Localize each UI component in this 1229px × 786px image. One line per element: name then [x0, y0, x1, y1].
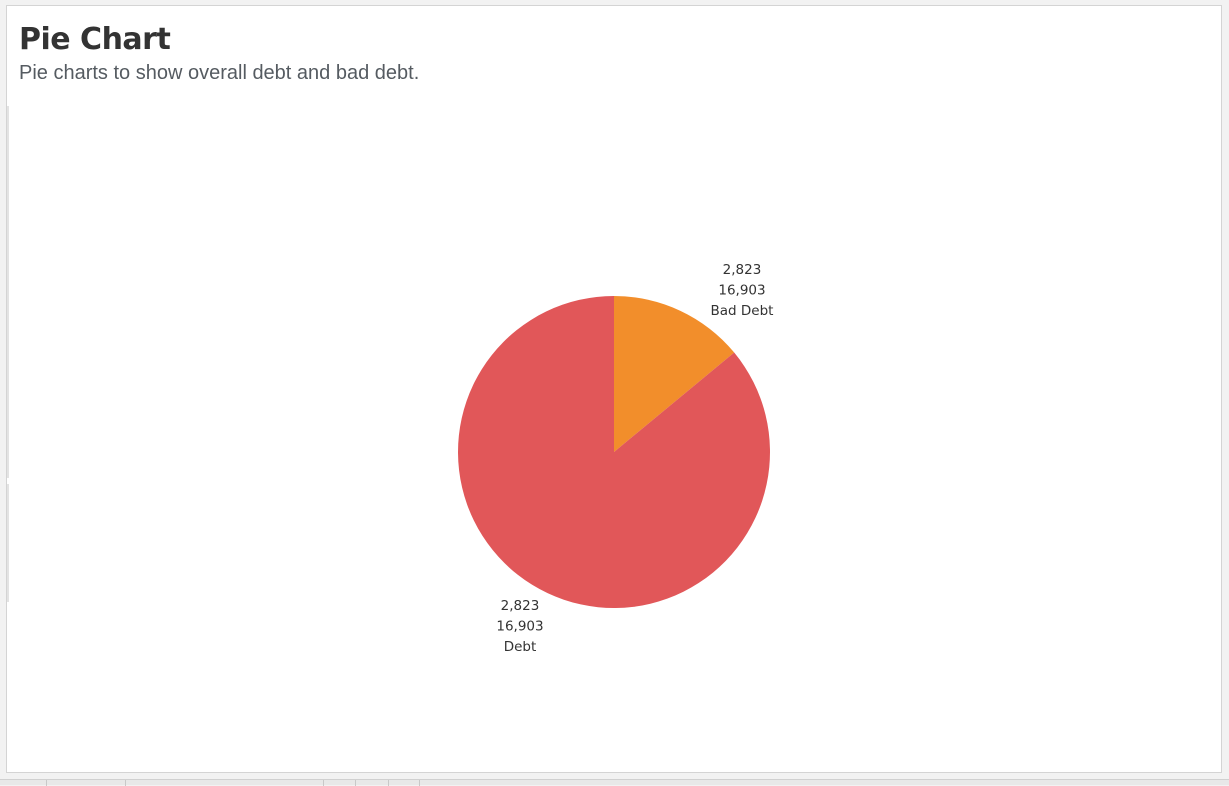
tab-divider	[323, 780, 324, 786]
sheet-tab-strip	[0, 779, 1229, 786]
slice-label-line: 2,823	[501, 598, 540, 614]
pie-slice-bad-debt[interactable]	[614, 296, 735, 452]
slice-label-debt: 2,823 16,903 Debt	[496, 598, 543, 655]
tab-divider	[355, 780, 356, 786]
tab-divider	[388, 780, 389, 786]
tab-divider	[125, 780, 126, 786]
slice-label-bad-debt: 2,823 16,903 Bad Debt	[711, 262, 774, 319]
slice-label-line: 16,903	[496, 619, 543, 635]
slice-label-line: 16,903	[718, 283, 765, 299]
pie-slice-debt[interactable]	[458, 296, 771, 608]
chart-subtitle: Pie charts to show overall debt and bad …	[19, 62, 420, 84]
chart-title: Pie Chart	[19, 22, 171, 57]
tab-divider	[46, 780, 47, 786]
slice-label-line: Bad Debt	[711, 303, 774, 319]
left-edge-rule	[7, 484, 9, 602]
left-edge-rule	[7, 106, 9, 478]
tab-divider	[419, 780, 420, 786]
slice-label-line: 2,823	[723, 262, 762, 278]
slice-label-line: Debt	[504, 639, 537, 655]
